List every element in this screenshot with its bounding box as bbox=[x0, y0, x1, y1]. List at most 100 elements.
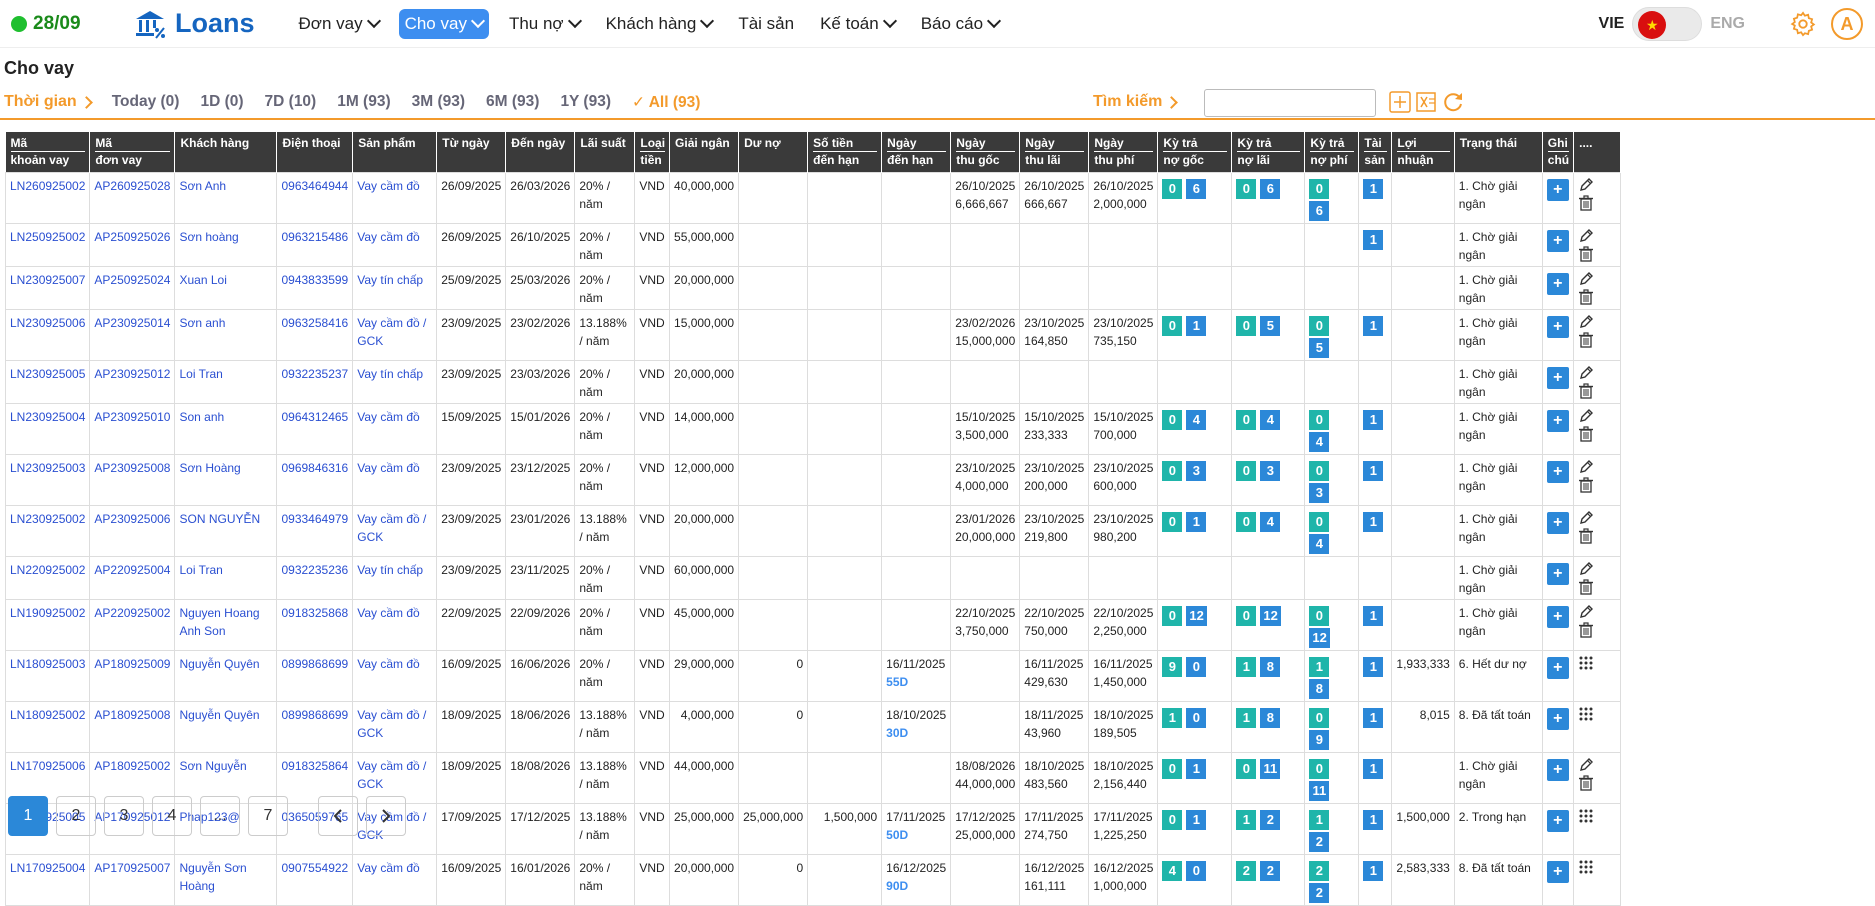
add-note-button[interactable]: + bbox=[1546, 178, 1569, 201]
customer-link[interactable]: Loi Tran bbox=[174, 359, 278, 404]
application-id-link[interactable]: AP230925014 bbox=[89, 308, 176, 361]
application-id-link[interactable]: AP220925002 bbox=[89, 598, 176, 651]
add-note-button[interactable]: + bbox=[1546, 409, 1569, 432]
phone-link[interactable]: 0899868699 bbox=[276, 649, 354, 702]
product-link[interactable]: Vay tín chấp bbox=[352, 555, 438, 600]
trash-icon[interactable] bbox=[1578, 245, 1594, 262]
product-link[interactable]: Vay cầm đồ bbox=[352, 171, 438, 224]
menu-item-6[interactable]: Báo cáo bbox=[915, 9, 1005, 39]
phone-link[interactable]: 0907554922 bbox=[276, 853, 354, 906]
asset-count-badge[interactable]: 1 bbox=[1363, 178, 1384, 199]
application-id-link[interactable]: AP250925024 bbox=[89, 265, 176, 310]
application-id-link[interactable]: AP230925012 bbox=[89, 359, 176, 404]
product-link[interactable]: Vay cầm đồ / GCK bbox=[352, 308, 438, 361]
customer-link[interactable]: Nguyễn Sơn Hoàng bbox=[174, 853, 278, 906]
loan-id-link[interactable]: LN230925006 bbox=[4, 308, 91, 361]
time-range-0[interactable]: Today (0) bbox=[111, 92, 180, 110]
product-link[interactable]: Vay cầm đồ bbox=[352, 222, 438, 267]
customer-link[interactable]: Sơn anh bbox=[174, 308, 278, 361]
time-filter-label[interactable]: Thời gian bbox=[4, 93, 93, 111]
column-header-11[interactable]: Số tiền đến hạn bbox=[807, 132, 883, 172]
loan-id-link[interactable]: LN230925004 bbox=[4, 402, 91, 455]
customer-link[interactable]: Sơn Nguyễn bbox=[174, 751, 278, 804]
customer-link[interactable]: Xuan Loi bbox=[174, 265, 278, 310]
phone-link[interactable]: 0969846316 bbox=[276, 453, 354, 506]
column-header-7[interactable]: Lãi suất bbox=[574, 132, 636, 172]
product-link[interactable]: Vay tín chấp bbox=[352, 359, 438, 404]
loan-id-link[interactable]: LN190925002 bbox=[4, 598, 91, 651]
page-button[interactable]: 7 bbox=[248, 796, 288, 836]
add-note-button[interactable]: + bbox=[1546, 656, 1569, 679]
product-link[interactable]: Vay cầm đồ / GCK bbox=[352, 751, 438, 804]
add-note-button[interactable]: + bbox=[1546, 229, 1569, 252]
grid-icon[interactable] bbox=[1578, 808, 1594, 824]
search-input[interactable] bbox=[1204, 89, 1376, 117]
trash-icon[interactable] bbox=[1578, 774, 1594, 791]
loan-id-link[interactable]: LN260925002 bbox=[4, 171, 91, 224]
application-id-link[interactable]: AP180925002 bbox=[89, 751, 176, 804]
time-range-4[interactable]: 3M (93) bbox=[411, 92, 466, 110]
product-link[interactable]: Vay cầm đồ bbox=[352, 853, 438, 906]
column-header-21[interactable]: Trạng thái bbox=[1454, 132, 1543, 172]
time-range-7[interactable]: All (93) bbox=[632, 93, 701, 112]
column-header-20[interactable]: Lợi nhuận bbox=[1391, 132, 1455, 172]
application-id-link[interactable]: AP180925009 bbox=[89, 649, 176, 702]
pencil-icon[interactable] bbox=[1578, 604, 1594, 620]
asset-count-badge[interactable]: 1 bbox=[1363, 605, 1384, 626]
page-button[interactable]: 2 bbox=[56, 796, 96, 836]
grid-icon[interactable] bbox=[1578, 859, 1594, 875]
add-note-button[interactable]: + bbox=[1546, 562, 1569, 585]
pencil-icon[interactable] bbox=[1578, 314, 1594, 330]
asset-count-badge[interactable]: 1 bbox=[1363, 460, 1384, 481]
trash-icon[interactable] bbox=[1578, 331, 1594, 348]
product-link[interactable]: Vay cầm đồ bbox=[352, 649, 438, 702]
column-header-9[interactable]: Giải ngân bbox=[669, 132, 740, 172]
grid-icon[interactable] bbox=[1578, 706, 1594, 722]
lang-eng-label[interactable]: ENG bbox=[1710, 15, 1745, 32]
phone-link[interactable]: 0964312465 bbox=[276, 402, 354, 455]
page-button[interactable]: 3 bbox=[104, 796, 144, 836]
time-range-3[interactable]: 1M (93) bbox=[337, 92, 391, 110]
phone-link[interactable]: 0932235236 bbox=[276, 555, 354, 600]
refresh-icon[interactable] bbox=[1441, 90, 1465, 114]
trash-icon[interactable] bbox=[1578, 476, 1594, 493]
loan-id-link[interactable]: LN230925007 bbox=[4, 265, 91, 310]
phone-link[interactable]: 0943833599 bbox=[276, 265, 354, 310]
customer-link[interactable]: Son anh bbox=[174, 402, 278, 455]
add-note-button[interactable]: + bbox=[1546, 460, 1569, 483]
trash-icon[interactable] bbox=[1578, 194, 1594, 211]
column-header-3[interactable]: Điện thoại bbox=[276, 132, 354, 172]
customer-link[interactable]: Sơn Hoàng bbox=[174, 453, 278, 506]
add-note-button[interactable]: + bbox=[1546, 860, 1569, 883]
phone-link[interactable]: 0963464944 bbox=[276, 171, 354, 224]
column-header-16[interactable]: Kỳ trả nợ gốc bbox=[1157, 132, 1233, 172]
add-note-button[interactable]: + bbox=[1546, 366, 1569, 389]
product-link[interactable]: Vay cầm đồ bbox=[352, 453, 438, 506]
menu-item-5[interactable]: Kế toán bbox=[814, 9, 901, 39]
column-header-5[interactable]: Từ ngày bbox=[436, 132, 507, 172]
column-header-12[interactable]: Ngày đến hạn bbox=[881, 132, 952, 172]
customer-link[interactable]: Sơn Anh bbox=[174, 171, 278, 224]
menu-item-4[interactable]: Tài sản bbox=[732, 9, 800, 39]
loan-id-link[interactable]: LN230925005 bbox=[4, 359, 91, 404]
add-note-button[interactable]: + bbox=[1546, 758, 1569, 781]
add-note-button[interactable]: + bbox=[1546, 315, 1569, 338]
asset-count-badge[interactable]: 1 bbox=[1363, 707, 1384, 728]
application-id-link[interactable]: AP230925010 bbox=[89, 402, 176, 455]
loan-id-link[interactable]: LN250925002 bbox=[4, 222, 91, 267]
menu-item-3[interactable]: Khách hàng bbox=[600, 9, 719, 39]
phone-link[interactable]: 0899868699 bbox=[276, 700, 354, 753]
asset-count-badge[interactable]: 1 bbox=[1363, 656, 1384, 677]
column-header-15[interactable]: Ngày thu phí bbox=[1088, 132, 1159, 172]
asset-count-badge[interactable]: 1 bbox=[1363, 229, 1384, 250]
customer-link[interactable]: Nguyễn Quyên bbox=[174, 700, 278, 753]
prev-page-button[interactable] bbox=[318, 796, 358, 836]
menu-item-2[interactable]: Thu nợ bbox=[503, 9, 586, 39]
customer-link[interactable]: Nguyen Hoang Anh Son bbox=[174, 598, 278, 651]
column-header-4[interactable]: Sản phẩm bbox=[352, 132, 438, 172]
application-id-link[interactable]: AP260925028 bbox=[89, 171, 176, 224]
product-link[interactable]: Vay tín chấp bbox=[352, 265, 438, 310]
product-link[interactable]: Vay cầm đồ / GCK bbox=[352, 700, 438, 753]
grid-icon[interactable] bbox=[1578, 655, 1594, 671]
loan-id-link[interactable]: LN230925002 bbox=[4, 504, 91, 557]
